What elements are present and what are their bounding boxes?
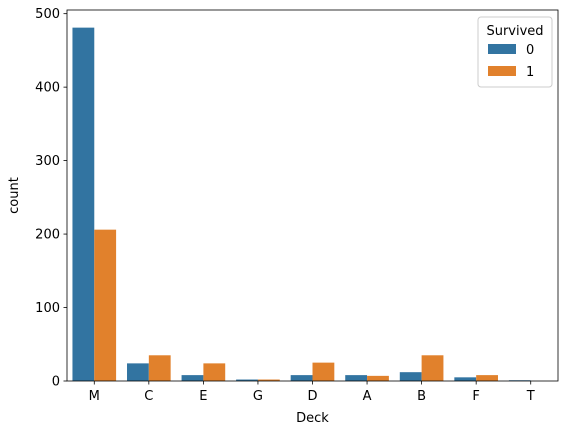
y-axis: 0 100 200 300 400 500: [35, 7, 67, 390]
y-tick-label: 200: [35, 228, 60, 243]
bar-E-series-1: [203, 363, 226, 381]
bar-C-series-1: [148, 355, 171, 381]
bar-G-series-0: [236, 379, 258, 381]
bar-G-series-1: [257, 379, 280, 381]
x-tick-label: A: [363, 389, 372, 404]
x-tick-label: M: [89, 389, 100, 404]
legend: Survived 0 1: [477, 16, 553, 88]
x-tick-label: B: [417, 389, 426, 404]
bar-A-series-0: [345, 375, 368, 381]
x-tick-label: T: [526, 389, 535, 404]
y-tick-label: 400: [35, 81, 60, 96]
x-tick-label: G: [253, 389, 263, 404]
bar-C-series-0: [127, 363, 149, 381]
bar-A-series-1: [367, 375, 389, 381]
bar-D-series-1: [312, 362, 335, 381]
x-tick-label: C: [144, 389, 153, 404]
x-tick-label: F: [472, 389, 479, 404]
legend-swatch-0: [488, 44, 516, 54]
legend-title: Survived: [486, 24, 543, 39]
bar-F-series-1: [476, 375, 498, 381]
bar-F-series-0: [454, 377, 477, 381]
x-tick-label: D: [307, 389, 317, 404]
bars-group: [72, 27, 531, 381]
x-axis-label: Deck: [296, 411, 329, 426]
bar-M-series-1: [94, 229, 117, 381]
legend-label-0: 0: [526, 43, 534, 58]
bar-B-series-0: [399, 372, 422, 381]
bar-D-series-0: [290, 375, 313, 381]
y-axis-label: count: [7, 177, 22, 214]
y-tick-label: 0: [52, 375, 60, 390]
x-tick-label: E: [199, 389, 207, 404]
y-tick-label: 500: [35, 7, 60, 22]
legend-label-1: 1: [526, 65, 534, 80]
plot-frame: [66, 9, 559, 382]
y-tick-label: 100: [35, 301, 60, 316]
legend-swatch-1: [488, 66, 516, 76]
bar-B-series-1: [421, 355, 444, 381]
y-tick-label: 300: [35, 154, 60, 169]
bar-M-series-0: [72, 27, 95, 381]
bar-E-series-0: [181, 375, 204, 381]
